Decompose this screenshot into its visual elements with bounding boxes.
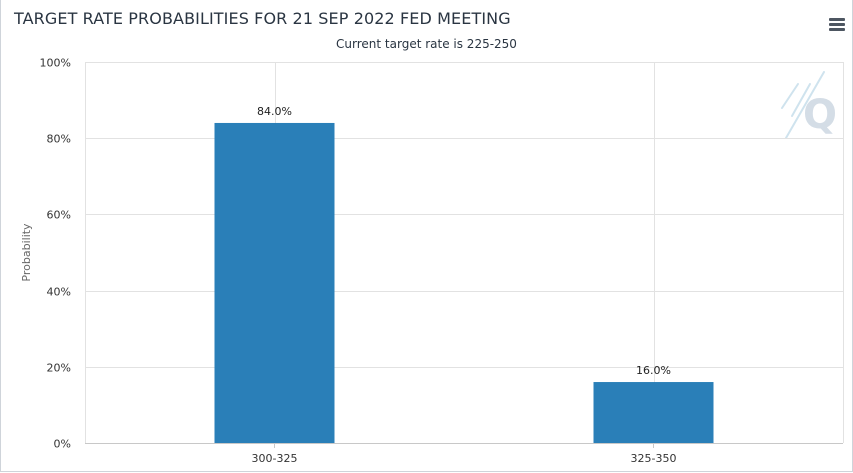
y-tick-label: 0% [54, 438, 71, 451]
y-tick-label: 100% [40, 57, 71, 70]
y-axis-title: Probability [20, 223, 33, 282]
data-label: 16.0% [636, 364, 671, 377]
logo-letter: Q [803, 92, 837, 138]
y-tick-label: 80% [47, 133, 71, 146]
q-logo-icon: Q [780, 70, 840, 144]
chart-subtitle: Current target rate is 225-250 [336, 37, 517, 51]
hamburger-menu-icon[interactable] [829, 18, 845, 31]
chart-title: TARGET RATE PROBABILITIES FOR 21 SEP 202… [14, 9, 511, 28]
x-tick-label: 300-325 [252, 452, 298, 465]
y-tick-label: 20% [47, 362, 71, 375]
bar-300-325 [214, 122, 335, 444]
bar-325-350 [593, 382, 714, 443]
y-tick-label: 40% [47, 286, 71, 299]
data-label: 84.0% [257, 105, 292, 118]
x-tick-label: 325-350 [631, 452, 677, 465]
y-tick-label: 60% [47, 209, 71, 222]
